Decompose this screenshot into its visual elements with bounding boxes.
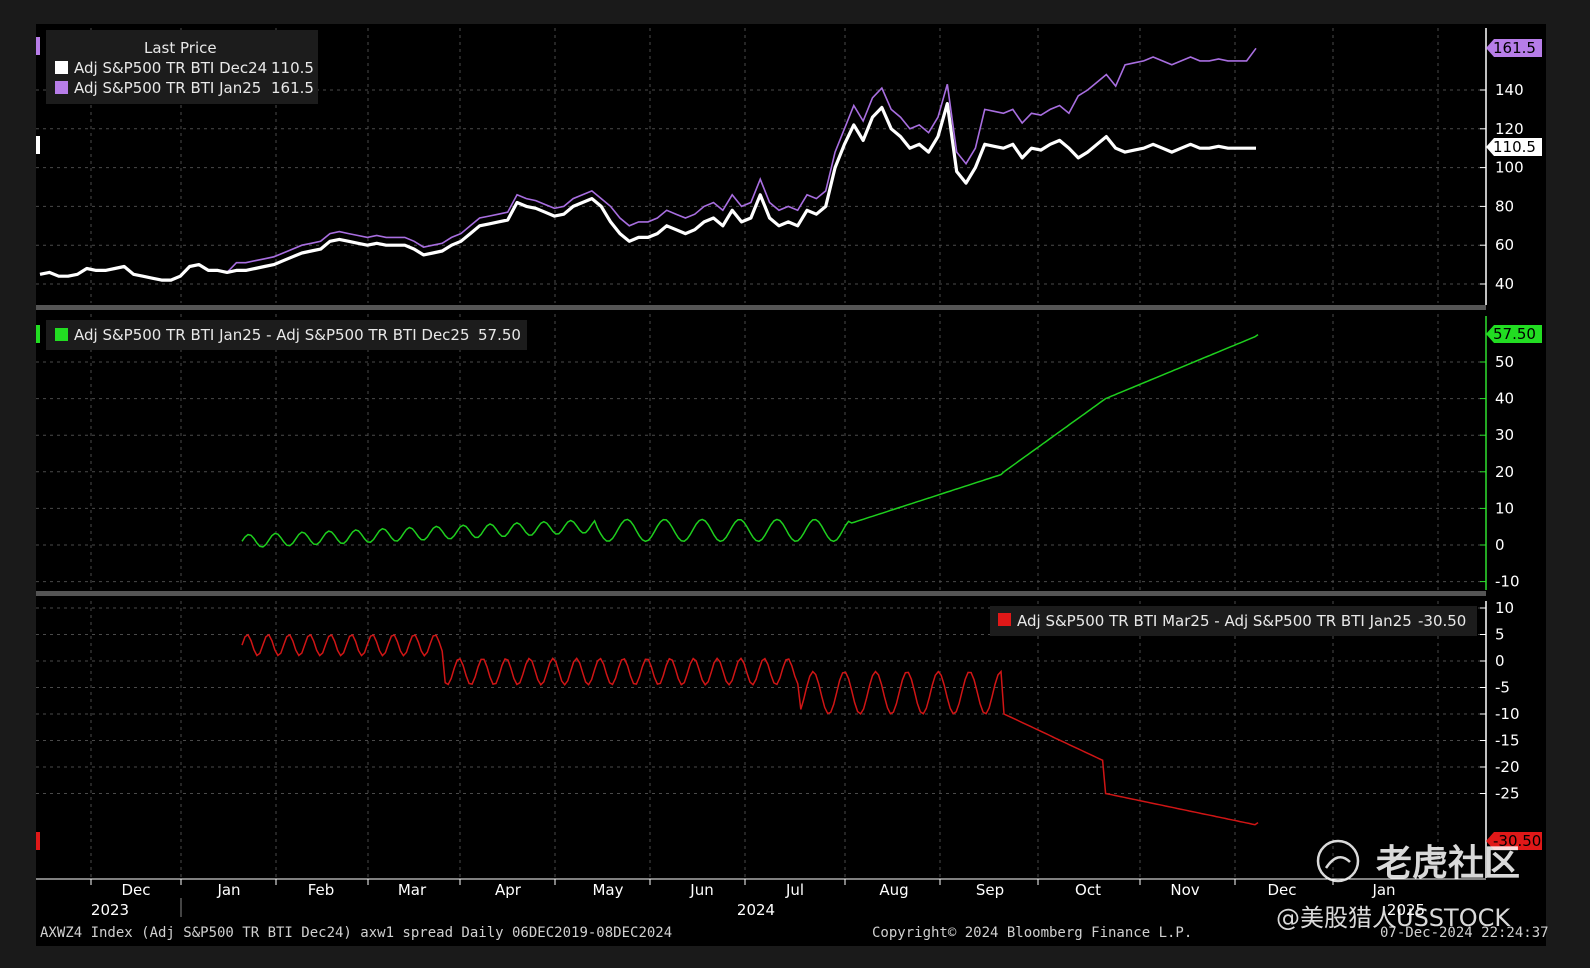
y-tick-label-2-5: 5 xyxy=(1495,626,1505,644)
y-tick-label-0-80: 80 xyxy=(1495,197,1514,215)
panel-divider-bottom[interactable] xyxy=(36,591,1486,596)
x-axis-labels: Dec Jan Feb Mar Apr May Jun Jul Aug Sep Oct Nov Dec J… xyxy=(90,879,1425,919)
legend-middle[interactable]: Adj S&P500 TR BTI Jan25 - Adj S&P500 TR … xyxy=(46,320,527,350)
legend-value-spread1: 57.50 xyxy=(478,326,521,344)
footer-left: AXWZ4 Index (Adj S&P500 TR BTI Dec24) ax… xyxy=(40,925,672,941)
series-line-spread-jan25-dec25 xyxy=(241,333,1259,548)
x-tick-label-4: Apr xyxy=(495,881,522,899)
y-ticks-bottom: -25 -20 -15 -10 -5 0 5 10 xyxy=(1480,599,1520,803)
x-year-label-2025: 2025 xyxy=(1387,901,1425,919)
svg-text:161.5: 161.5 xyxy=(1493,39,1536,57)
legend-label-spread2: Adj S&P500 TR BTI Mar25 - Adj S&P500 TR … xyxy=(1017,612,1412,630)
y-tick-label-2--25: -25 xyxy=(1495,785,1520,803)
svg-text:110.5: 110.5 xyxy=(1493,138,1536,156)
watermark: 老虎社区 @美股猎人USSTOCK xyxy=(1276,839,1520,932)
y-ticks-top: 40 60 80 100 120 140 xyxy=(1480,81,1524,293)
x-tick-label-0: Dec xyxy=(121,881,150,899)
watermark-brand: 老虎社区 xyxy=(1376,843,1520,884)
tiger-logo-icon xyxy=(1316,839,1360,883)
y-tick-label-1-10: 10 xyxy=(1495,499,1514,517)
left-marker-jan25 xyxy=(36,37,40,55)
legend-top[interactable]: Last Price Adj S&P500 TR BTI Dec24 110.5… xyxy=(46,30,318,104)
y-tick-label-2--15: -15 xyxy=(1495,732,1520,750)
left-marker-spread2 xyxy=(36,832,40,850)
y-tick-label-2--20: -20 xyxy=(1495,758,1520,776)
legend-swatch-jan25 xyxy=(55,81,68,94)
legend-swatch-dec24 xyxy=(55,61,68,74)
x-year-label-2023: 2023 xyxy=(91,901,129,919)
y-tick-label-1--10: -10 xyxy=(1495,573,1520,591)
x-tick-label-5: May xyxy=(592,881,623,899)
y-tick-label-1-40: 40 xyxy=(1495,390,1514,408)
x-tick-label-1: Jan xyxy=(216,881,240,899)
left-marker-dec24 xyxy=(36,136,40,154)
y-tick-label-0-60: 60 xyxy=(1495,236,1514,254)
y-tick-label-0-140: 140 xyxy=(1495,81,1524,99)
x-tick-label-3: Mar xyxy=(398,881,427,899)
y-tick-label-2--10: -10 xyxy=(1495,705,1520,723)
y-tick-label-2-10: 10 xyxy=(1495,599,1514,617)
x-tick-label-10: Oct xyxy=(1075,881,1101,899)
legend-label-spread1: Adj S&P500 TR BTI Jan25 - Adj S&P500 TR … xyxy=(74,326,470,344)
last-label-spread2: -30.50 xyxy=(1486,832,1542,850)
y-ticks-middle: -10 0 10 20 30 40 50 xyxy=(1480,353,1520,591)
last-label-spread1: 57.50 xyxy=(1486,325,1542,343)
legend-label-dec24: Adj S&P500 TR BTI Dec24 xyxy=(74,59,267,77)
legend-bottom[interactable]: Adj S&P500 TR BTI Mar25 - Adj S&P500 TR … xyxy=(990,606,1477,636)
x-tick-label-9: Sep xyxy=(976,881,1004,899)
y-tick-label-2-0: 0 xyxy=(1495,652,1505,670)
y-tick-label-1-50: 50 xyxy=(1495,353,1514,371)
footer-center: Copyright© 2024 Bloomberg Finance L.P. xyxy=(872,925,1192,941)
svg-text:-30.50: -30.50 xyxy=(1493,832,1541,850)
last-label-dec24: 110.5 xyxy=(1486,138,1542,156)
y-tick-label-1-30: 30 xyxy=(1495,426,1514,444)
x-tick-label-13: Jan xyxy=(1371,881,1395,899)
legend-value-spread2: -30.50 xyxy=(1418,612,1466,630)
legend-value-dec24: 110.5 xyxy=(271,59,314,77)
last-label-jan25: 161.5 xyxy=(1486,39,1542,57)
y-tick-label-0-100: 100 xyxy=(1495,159,1524,177)
series-line-spread-mar25-jan25 xyxy=(241,633,1259,826)
plot-background xyxy=(36,24,1546,946)
legend-swatch-spread1 xyxy=(55,328,68,341)
panel-divider-top[interactable] xyxy=(36,305,1486,310)
y-tick-label-1-0: 0 xyxy=(1495,536,1505,554)
series-line-dec24 xyxy=(39,101,1256,282)
x-year-label-2024: 2024 xyxy=(737,901,775,919)
y-tick-label-1-20: 20 xyxy=(1495,463,1514,481)
legend-label-jan25: Adj S&P500 TR BTI Jan25 xyxy=(74,79,261,97)
x-tick-label-8: Aug xyxy=(879,881,908,899)
left-marker-spread1 xyxy=(36,325,40,343)
y-tick-label-0-120: 120 xyxy=(1495,120,1524,138)
x-tick-label-12: Dec xyxy=(1267,881,1296,899)
x-tick-label-2: Feb xyxy=(308,881,335,899)
x-tick-label-7: Jul xyxy=(785,881,804,899)
legend-value-jan25: 161.5 xyxy=(271,79,314,97)
x-tick-label-11: Nov xyxy=(1170,881,1199,899)
series-line-jan25 xyxy=(39,47,1257,281)
legend-swatch-spread2 xyxy=(998,613,1011,626)
x-tick-label-6: Jun xyxy=(689,881,713,899)
watermark-handle: @美股猎人USSTOCK xyxy=(1276,904,1511,932)
legend-title: Last Price xyxy=(144,39,217,57)
y-tick-label-2--5: -5 xyxy=(1495,679,1510,697)
y-tick-label-0-40: 40 xyxy=(1495,275,1514,293)
svg-text:57.50: 57.50 xyxy=(1493,325,1536,343)
footer-right: 07-Dec-2024 22:24:37 xyxy=(1380,925,1549,941)
